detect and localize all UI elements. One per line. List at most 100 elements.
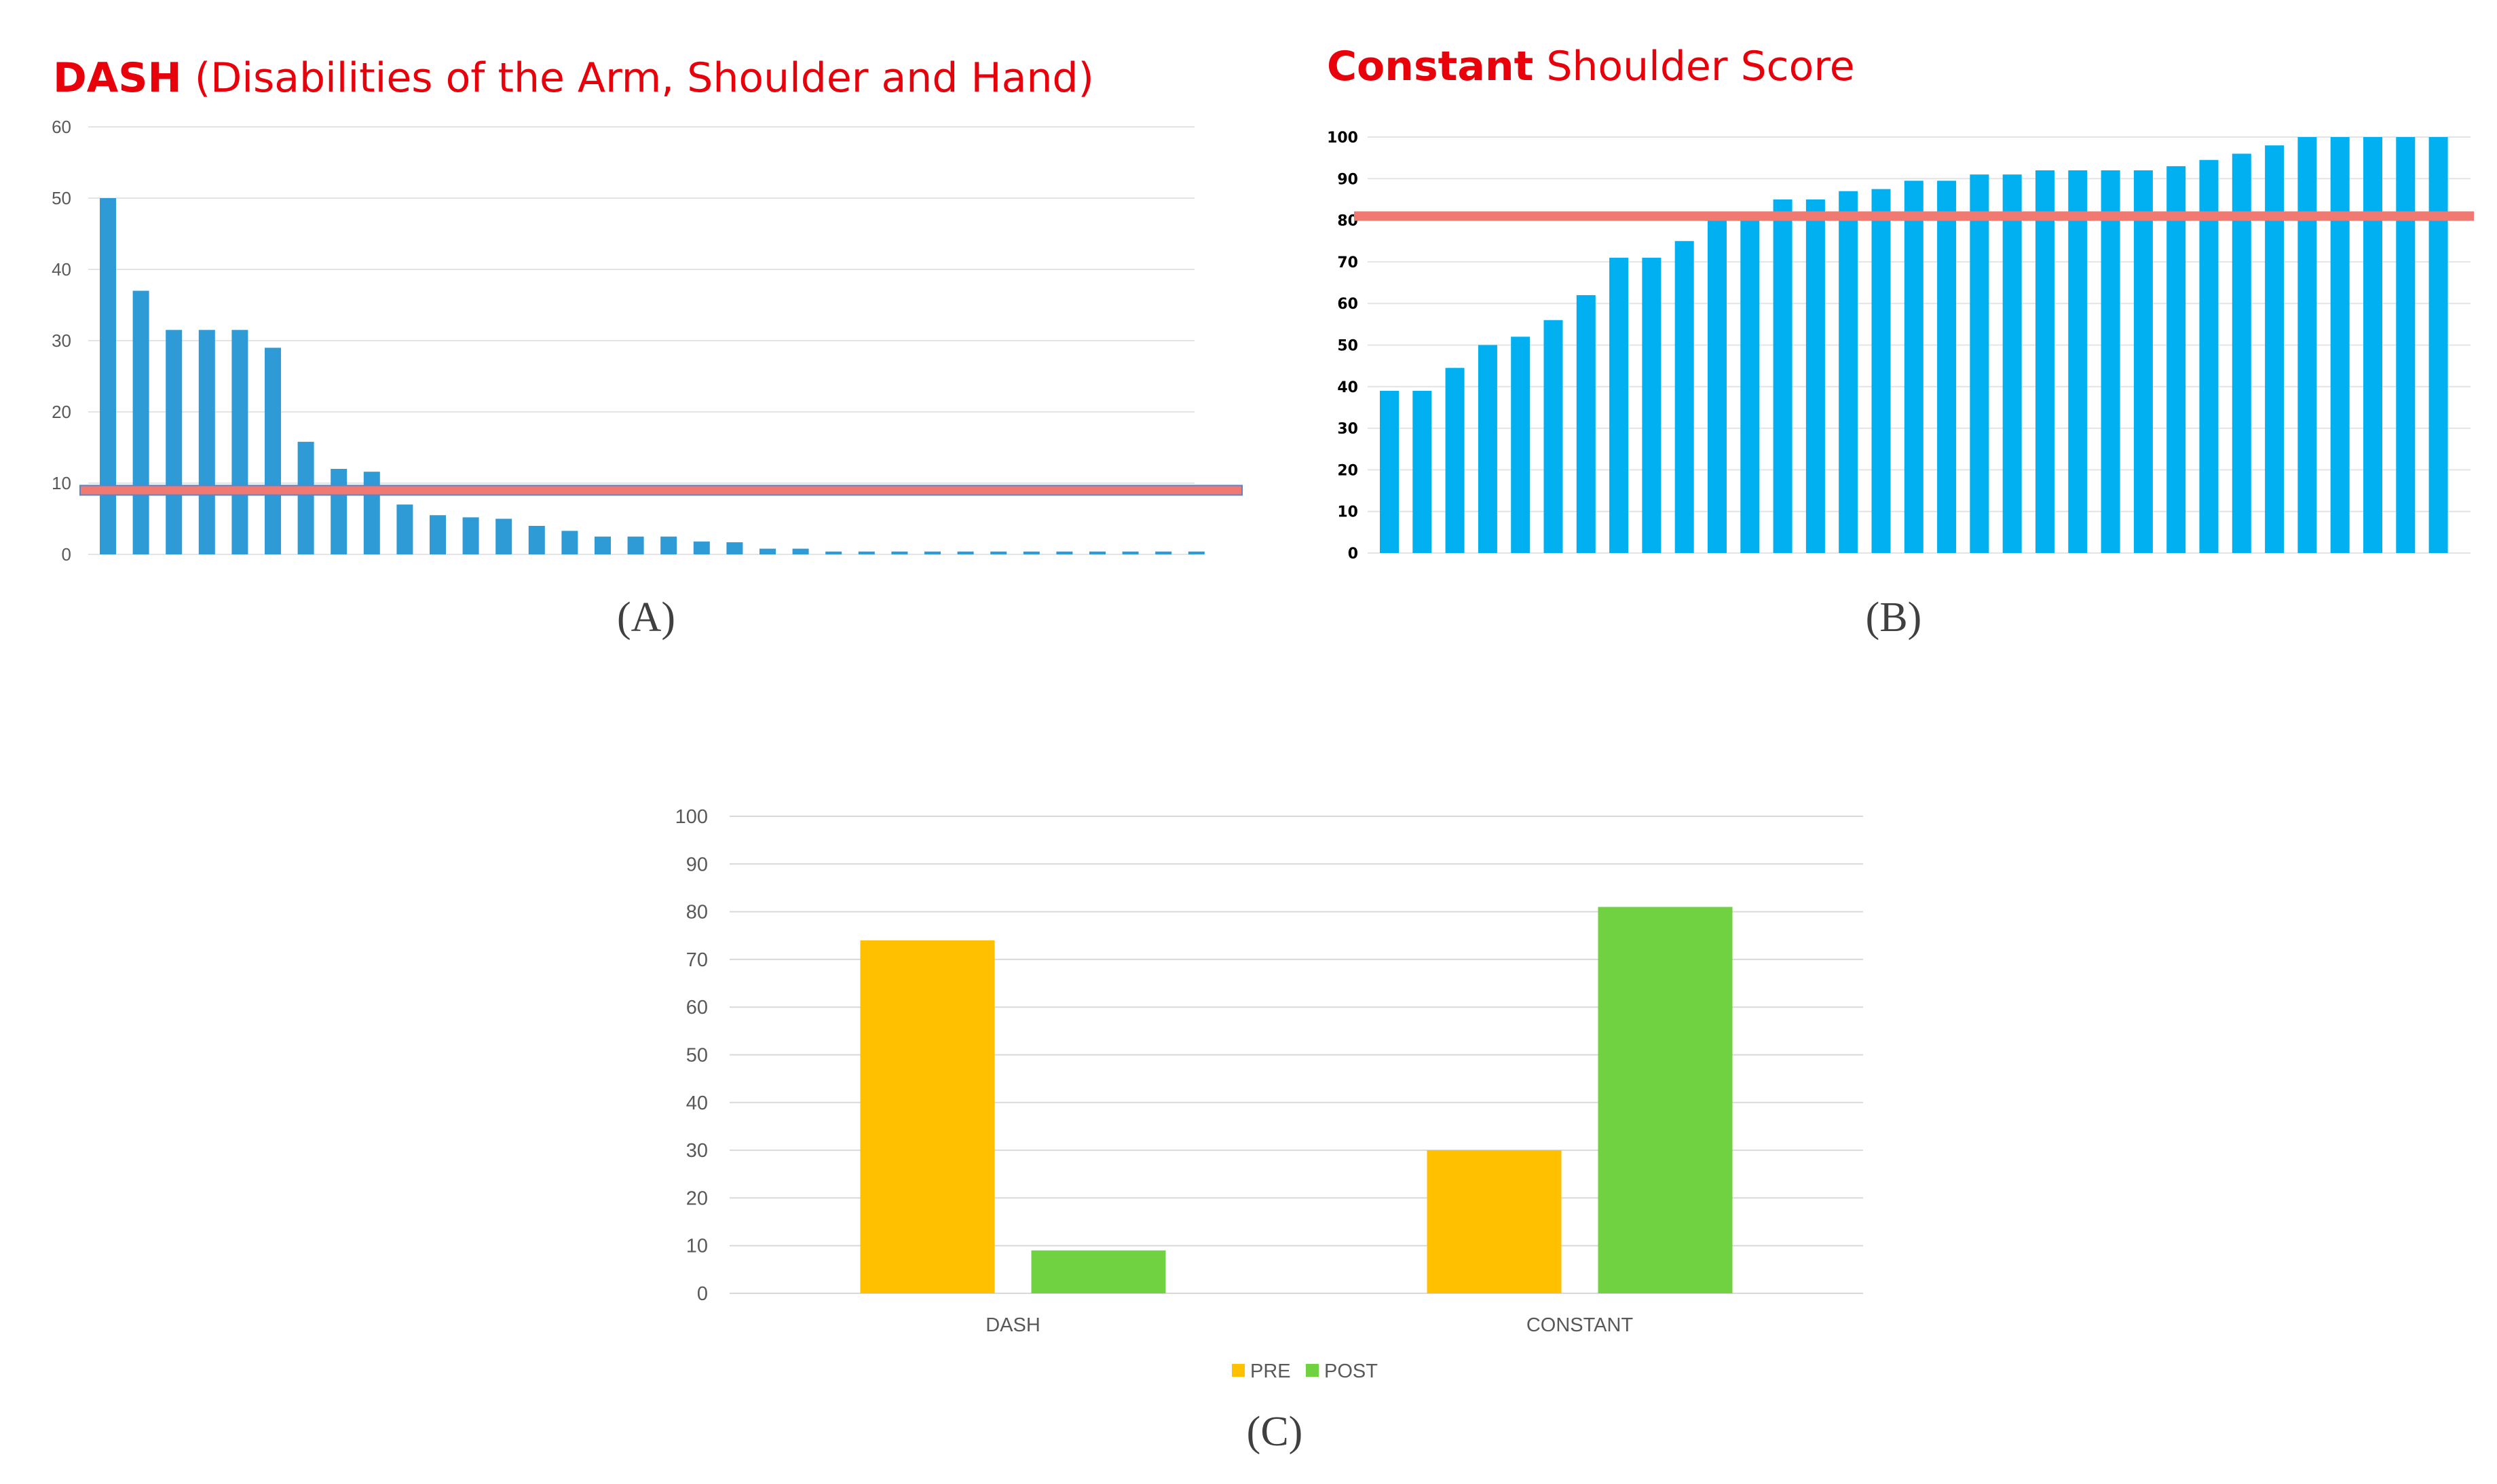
panel-a-bar xyxy=(396,504,413,554)
panel-a-bar xyxy=(462,517,479,554)
panel-a-bar xyxy=(331,469,348,554)
panel-a-bar xyxy=(726,542,743,554)
panel-b-bar xyxy=(2101,170,2120,554)
panel-a-bar xyxy=(792,548,809,554)
panel-a-bar xyxy=(924,551,941,554)
legend-label-pre: PRE xyxy=(1250,1361,1291,1382)
panel-a-bar xyxy=(627,536,644,554)
panel-b-y-tick-label: 30 xyxy=(1337,421,1358,438)
panel-b-y-tick-label: 60 xyxy=(1337,296,1358,313)
panel-c-y-tick-label: 40 xyxy=(686,1092,708,1114)
panel-a-y-tick-label: 0 xyxy=(62,544,71,565)
panel-a-y-ticks: 0 10 20 30 40 50 60 xyxy=(52,117,71,565)
panel-a-bar xyxy=(363,472,380,554)
panel-a-bar xyxy=(495,518,512,554)
panel-a-bar xyxy=(693,541,710,554)
panel-c-legend: PRE POST xyxy=(1232,1361,1378,1382)
panel-b-bar xyxy=(2002,174,2022,553)
panel-b-bar xyxy=(1839,191,1858,553)
panel-a-bar xyxy=(858,551,875,554)
panel-b-bar xyxy=(1511,337,1531,553)
panel-a-title: DASH (Disabilities of the Arm, Shoulder … xyxy=(53,54,1094,102)
panel-a-bar xyxy=(561,531,578,554)
panel-b-bar xyxy=(2035,170,2054,554)
panel-a-bar xyxy=(759,548,776,554)
panel-c-y-tick-label: 50 xyxy=(686,1045,708,1067)
panel-c-y-tick-label: 90 xyxy=(686,854,708,875)
panel-a-bar xyxy=(132,290,149,554)
panel-a-bar xyxy=(660,536,677,554)
panel-b-y-tick-label: 20 xyxy=(1337,462,1358,479)
panel-a-bar xyxy=(1155,551,1172,554)
panel-c-y-ticks: 0 10 20 30 40 50 60 70 80 90 100 xyxy=(675,806,708,1305)
panel-b-bar xyxy=(2297,137,2317,553)
panel-a-bar xyxy=(1089,551,1106,554)
panel-c-x-tick-label: DASH xyxy=(985,1314,1040,1336)
panel-b-y-tick-label: 90 xyxy=(1337,171,1358,188)
panel-b-y-tick-label: 10 xyxy=(1337,504,1358,521)
panel-b-y-tick-label: 70 xyxy=(1337,254,1358,271)
panel-a-bar xyxy=(1023,551,1040,554)
legend-label-post: POST xyxy=(1324,1361,1378,1382)
panel-b-bar xyxy=(1412,390,1432,553)
panel-a-bar xyxy=(231,330,248,554)
panel-b-bar xyxy=(1904,180,1923,553)
panel-b-bar xyxy=(2166,166,2186,553)
panel-a-bar xyxy=(265,347,281,554)
panel-a-bar xyxy=(957,551,974,554)
panel-a-y-tick-label: 60 xyxy=(52,117,71,137)
panel-b-bar xyxy=(2199,159,2219,554)
panel-a-label: (A) xyxy=(617,594,675,641)
panel-b-y-tick-label: 50 xyxy=(1337,338,1358,355)
panel-c-bar-post xyxy=(1031,1250,1166,1293)
panel-b-title-rest: Shoulder Score xyxy=(1533,43,1854,90)
panel-b-y-tick-label: 40 xyxy=(1337,379,1358,396)
panel-b-bar xyxy=(2330,137,2350,553)
panel-b-bar xyxy=(2363,137,2382,553)
panel-b-bar xyxy=(1445,368,1465,553)
panel-a-bar xyxy=(891,551,908,554)
panel-a-y-tick-label: 10 xyxy=(52,473,71,493)
panel-a-bar xyxy=(430,515,446,554)
panel-b-bar xyxy=(2428,137,2448,553)
panel-b-bar xyxy=(2068,170,2088,554)
panel-c-bar-pre xyxy=(860,940,995,1293)
panel-a-bar xyxy=(528,526,545,554)
panel-b-bar xyxy=(1674,241,1694,553)
panel-a-bar xyxy=(100,198,116,554)
panel-a-title-bold: DASH xyxy=(53,54,182,102)
panel-b-title-bold: Constant xyxy=(1327,43,1533,90)
panel-b-bar xyxy=(2133,170,2153,554)
panel-a-reference-line xyxy=(79,484,1243,496)
panel-c-y-tick-label: 100 xyxy=(675,806,708,828)
panel-b-bar xyxy=(1805,199,1825,553)
legend-swatch-pre xyxy=(1232,1364,1245,1377)
panel-b-title: Constant Shoulder Score xyxy=(1327,43,1855,90)
panel-b-bar xyxy=(2396,137,2416,553)
panel-b-bar xyxy=(1478,345,1497,553)
panel-c-bars xyxy=(860,907,1733,1293)
panel-a-bar xyxy=(198,330,215,554)
panel-b-bar xyxy=(1970,174,1989,553)
panel-b-y-tick-label: 100 xyxy=(1327,130,1358,147)
panel-c-y-tick-label: 80 xyxy=(686,902,708,924)
panel-a-bar xyxy=(825,551,842,554)
panel-c-y-tick-label: 60 xyxy=(686,997,708,1019)
panel-b-bar xyxy=(1543,320,1563,553)
panel-c-bar-pre xyxy=(1427,1150,1562,1293)
panel-b-bar xyxy=(1708,220,1727,553)
panel-b-bar xyxy=(1642,257,1661,553)
panel-a-bar xyxy=(297,442,314,554)
panel-a-y-tick-label: 30 xyxy=(52,330,71,351)
panel-a-title-rest: (Disabilities of the Arm, Shoulder and H… xyxy=(182,54,1094,102)
panel-b-y-tick-label: 0 xyxy=(1348,546,1358,563)
panel-c-y-tick-label: 10 xyxy=(686,1236,708,1257)
panel-a-bar xyxy=(595,536,611,554)
panel-b-bar xyxy=(1773,199,1792,553)
panel-b-label: (B) xyxy=(1866,594,1922,641)
panel-c-y-tick-label: 70 xyxy=(686,949,708,971)
panel-c-y-tick-label: 0 xyxy=(697,1283,708,1305)
